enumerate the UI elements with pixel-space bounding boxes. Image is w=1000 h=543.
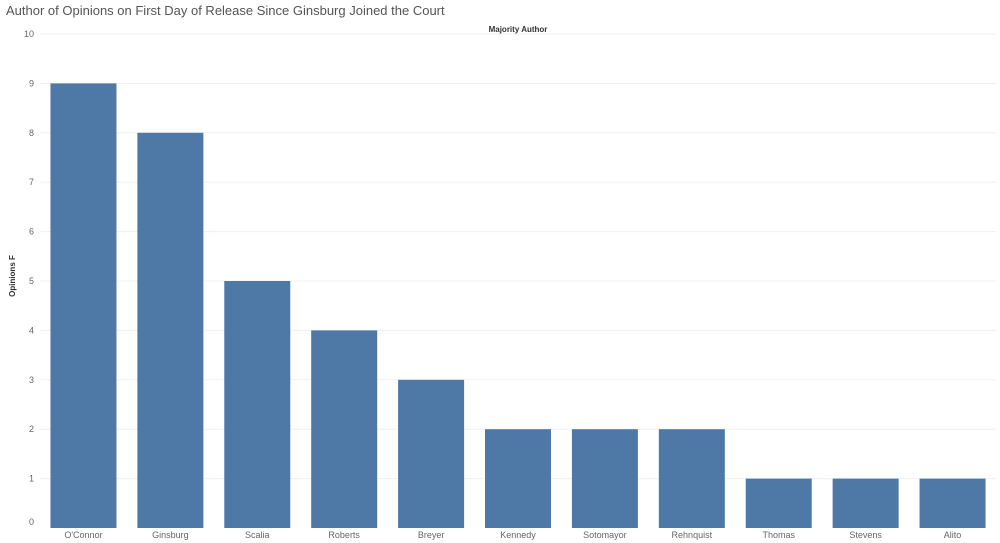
y-tick-label: 0 [29, 517, 34, 527]
x-axis-title: Majority Author [489, 25, 548, 34]
x-tick-label: Kennedy [500, 530, 536, 540]
x-tick-label: Sotomayor [583, 530, 627, 540]
x-tick-label: Roberts [328, 530, 360, 540]
y-tick-label: 5 [29, 276, 34, 286]
bar-thomas[interactable] [745, 478, 812, 528]
x-tick-label: Breyer [418, 530, 445, 540]
bar-rehnquist[interactable] [658, 429, 725, 528]
y-tick-label: 2 [29, 424, 34, 434]
y-tick-label: 3 [29, 375, 34, 385]
bar-ginsburg[interactable] [137, 132, 204, 529]
y-tick-label: 4 [29, 325, 34, 335]
y-tick-label: 9 [29, 78, 34, 88]
bar-roberts[interactable] [311, 330, 378, 528]
bar-sotomayor[interactable] [571, 429, 638, 528]
y-tick-label: 7 [29, 177, 34, 187]
y-axis-title: Opinions F [8, 255, 17, 297]
bar-alito[interactable] [919, 478, 986, 528]
x-tick-label: O'Connor [64, 530, 102, 540]
bar-stevens[interactable] [832, 478, 899, 528]
bar-oconnor[interactable] [50, 83, 117, 529]
x-tick-label: Alito [944, 530, 962, 540]
x-tick-label: Rehnquist [672, 530, 713, 540]
bars [50, 83, 986, 529]
x-axis-ticks: O'Connor Ginsburg Scalia Roberts Breyer Kenne… [64, 530, 961, 540]
y-axis-ticks: 0 1 2 3 4 5 6 7 8 9 10 [24, 29, 34, 527]
x-tick-label: Scalia [245, 530, 270, 540]
y-tick-label: 1 [29, 474, 34, 484]
bar-scalia[interactable] [224, 281, 291, 528]
x-tick-label: Thomas [762, 530, 795, 540]
bar-kennedy[interactable] [485, 429, 551, 528]
chart-title: Author of Opinions on First Day of Relea… [6, 3, 445, 18]
y-tick-label: 10 [24, 29, 34, 39]
bar-breyer[interactable] [398, 379, 465, 528]
y-tick-label: 6 [29, 227, 34, 237]
x-tick-label: Stevens [849, 530, 882, 540]
y-tick-label: 8 [29, 128, 34, 138]
x-tick-label: Ginsburg [152, 530, 189, 540]
